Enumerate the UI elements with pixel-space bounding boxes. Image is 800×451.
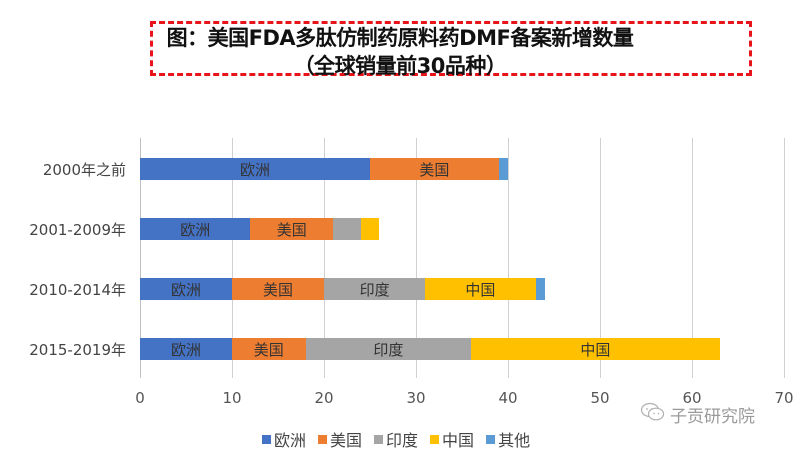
- y-axis-label: 2015-2019年: [29, 341, 126, 359]
- chart-title-line-1: 图：美国FDA多肽仿制药原料药DMF备案新增数量: [166, 26, 634, 50]
- watermark: 子贡研究院: [640, 402, 755, 427]
- legend-label: 中国: [442, 431, 475, 450]
- y-axis-label: 2001-2009年: [29, 221, 126, 239]
- bar-segment: [333, 218, 361, 240]
- bar-segment: 美国: [250, 218, 334, 240]
- legend-swatch-icon: [374, 434, 384, 444]
- legend-label: 印度: [386, 431, 419, 450]
- x-axis-tick: 0: [135, 389, 145, 407]
- gridline: [140, 138, 141, 378]
- bar-segment: 中国: [425, 278, 536, 300]
- x-axis-tick: 60: [682, 389, 702, 407]
- title-dashed-frame: [150, 21, 752, 76]
- legend-item: 其他: [486, 427, 530, 451]
- gridline: [508, 138, 509, 378]
- gridline: [692, 138, 693, 378]
- x-axis-tick: 40: [498, 389, 518, 407]
- bar-segment: 欧洲: [140, 158, 370, 180]
- gridline: [784, 138, 785, 378]
- bar-segment: [535, 278, 545, 300]
- legend-item: 美国: [318, 427, 362, 451]
- legend-label: 欧洲: [274, 431, 307, 450]
- legend-item: 欧洲: [262, 427, 306, 451]
- wechat-icon: [640, 402, 666, 427]
- legend: 欧洲 美国 印度 中国 其他: [262, 427, 530, 451]
- legend-swatch-icon: [486, 434, 496, 444]
- bar-segment: [360, 218, 380, 240]
- bar-segment: 欧洲: [140, 278, 232, 300]
- gridline: [324, 138, 325, 378]
- x-axis-tick: 30: [406, 389, 426, 407]
- bar-segment: [498, 158, 508, 180]
- plot-area: 欧洲 美国 欧洲 美国 欧洲 美国 印度 中国 欧洲 美国 印度 中国: [140, 138, 785, 378]
- bar-segment: 印度: [324, 278, 426, 300]
- legend-swatch-icon: [318, 434, 328, 444]
- bar-segment: 美国: [370, 158, 499, 180]
- bar-segment: 欧洲: [140, 338, 232, 360]
- bar-row: 欧洲 美国 印度 中国: [140, 338, 720, 360]
- legend-label: 美国: [330, 431, 363, 450]
- y-axis-label: 2010-2014年: [29, 281, 126, 299]
- legend-item: 印度: [374, 427, 418, 451]
- x-axis-tick: 70: [774, 389, 794, 407]
- bar-segment: 欧洲: [140, 218, 251, 240]
- bar-segment: 美国: [232, 278, 324, 300]
- x-axis-tick: 50: [590, 389, 610, 407]
- bar-segment: 中国: [471, 338, 720, 360]
- legend-label: 其他: [498, 431, 531, 450]
- x-axis-tick: 20: [314, 389, 334, 407]
- gridline: [416, 138, 417, 378]
- gridline: [232, 138, 233, 378]
- bar-segment: 印度: [305, 338, 472, 360]
- legend-swatch-icon: [262, 434, 271, 444]
- bar-segment: 美国: [232, 338, 306, 360]
- y-axis-label: 2000年之前: [42, 161, 126, 179]
- bar-row: 欧洲 美国 印度 中国: [140, 278, 545, 300]
- gridline: [600, 138, 601, 378]
- watermark-text: 子贡研究院: [670, 407, 755, 427]
- legend-item: 中国: [430, 427, 474, 451]
- chart-title-line-2: （全球销量前30品种）: [293, 54, 507, 78]
- bar-row: 欧洲 美国: [140, 158, 508, 180]
- bar-row: 欧洲 美国: [140, 218, 380, 240]
- x-axis-tick: 10: [222, 389, 242, 407]
- legend-swatch-icon: [430, 434, 440, 444]
